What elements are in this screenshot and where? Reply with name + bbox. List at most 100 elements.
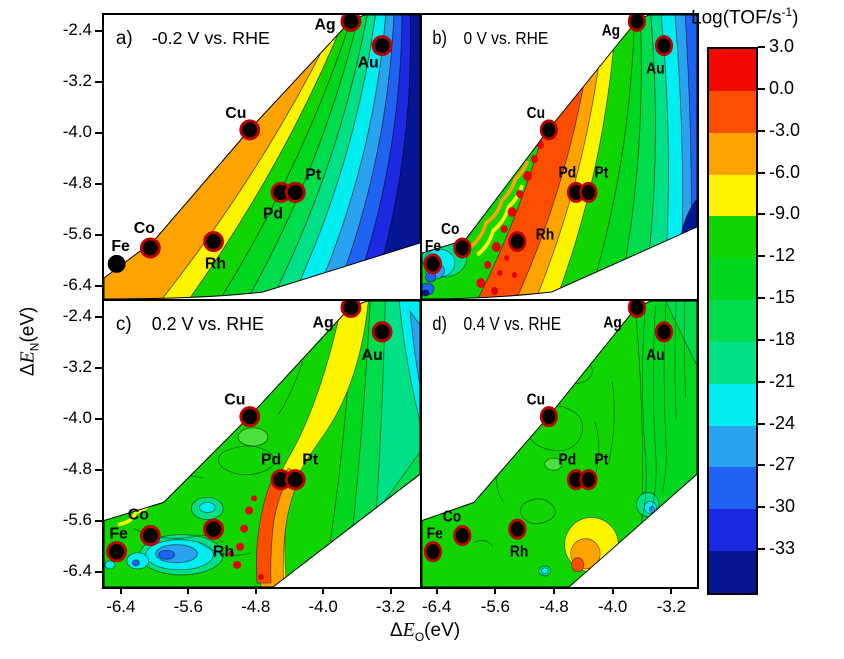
colorbar-tick-label: -6.0 (769, 161, 801, 182)
hotspot-dot (258, 573, 264, 580)
hotspot-dot (497, 270, 503, 276)
colorbar-tick-mark (758, 506, 765, 509)
metal-label-pd: Pd (559, 164, 577, 182)
y-tick-mark (95, 81, 102, 83)
colorbar-band (709, 509, 756, 552)
metal-point-pt (284, 469, 306, 491)
hotspot-dot (523, 171, 532, 181)
metal-label-ag: Ag (603, 314, 621, 332)
colorbar-tick-label: 0.0 (769, 77, 795, 98)
metal-point-fe (423, 541, 443, 563)
y-tick-label: -6.4 (62, 275, 92, 295)
colorbar-tick-mark (758, 297, 765, 300)
metal-label-pd: Pd (559, 451, 577, 469)
colorbar (707, 47, 758, 595)
metal-point-au (371, 35, 393, 57)
x-tick-label: -3.2 (656, 597, 687, 616)
metal-point-co (453, 525, 472, 547)
colorbar-tick-label: -15 (769, 287, 796, 308)
y-tick-label: -6.4 (62, 561, 92, 581)
metal-label-fe: Fe (425, 237, 441, 255)
y-axis-title: ΔEN(eV) (16, 306, 42, 377)
colorbar-tick-mark (758, 422, 765, 425)
metal-label-au: Au (646, 60, 664, 78)
colorbar-tick-label: -21 (769, 370, 796, 391)
metal-point-rh (508, 231, 527, 253)
colorbar-tick-mark (758, 46, 765, 48)
colorbar-band (709, 551, 756, 593)
x-tick-label: -4.8 (241, 597, 271, 616)
metal-label-cu: Cu (225, 105, 246, 122)
metal-label-au: Au (362, 347, 383, 364)
x-tick-mark (389, 587, 392, 594)
panel-b-title: 0 V vs. RHE (464, 28, 549, 48)
y-tick-mark (95, 520, 102, 523)
metal-point-ag (340, 15, 362, 32)
colorbar-tick-label: -30 (769, 496, 796, 517)
metal-point-au (654, 35, 674, 57)
colorbar-tick-mark (758, 213, 765, 216)
y-tick-label: -3.2 (62, 71, 92, 90)
metal-label-rh: Rh (536, 226, 554, 244)
x-tick-label: -4.8 (539, 597, 569, 616)
metal-label-co: Co (128, 506, 149, 523)
hotspot-dot (504, 255, 510, 261)
y-tick-mark (95, 285, 102, 288)
y-tick-label: -2.4 (62, 305, 92, 325)
x-tick-label: -4.0 (598, 597, 628, 616)
metal-label-au: Au (646, 346, 664, 364)
metal-label-pt: Pt (595, 164, 609, 182)
metal-label-co: Co (441, 220, 459, 238)
x-tick-label: -3.2 (375, 597, 406, 616)
hotspot-dot (233, 560, 242, 569)
panel-b-letter: b) (432, 27, 447, 48)
colorbar-title: Log(TOF/s-1) (691, 5, 799, 29)
colorbar-tick-label: -27 (769, 454, 796, 475)
x-tick-label: -6.4 (106, 597, 136, 616)
x-axis-title: ΔEO(eV) (389, 619, 461, 644)
colorbar-tick-mark (758, 129, 765, 132)
y-tick-label: -4.0 (62, 408, 92, 428)
panel-c-contour: Fe Co Rh Cu Pd Pt Ag Au c) 0.2 V vs. RHE (102, 299, 422, 589)
colorbar-tick-label: 3.0 (769, 36, 795, 56)
metal-point-co (139, 237, 161, 259)
colorbar-band (709, 425, 756, 468)
colorbar-band (709, 174, 756, 217)
metal-label-fe: Fe (111, 238, 130, 255)
colorbar-tick-mark (758, 255, 765, 258)
hotspot-dot (245, 506, 254, 515)
y-tick-mark (95, 234, 102, 237)
metal-label-rh: Rh (510, 542, 528, 560)
panel-a-title: -0.2 V vs. RHE (152, 28, 270, 48)
metal-point-pt (579, 469, 598, 491)
colorbar-tick-label: -33 (769, 538, 796, 559)
panel-a-contour: Fe Co Rh Cu Pd Pt Ag Au a) -0.2 V vs. RHE (102, 13, 422, 301)
x-tick-mark (670, 587, 673, 594)
metal-label-fe: Fe (427, 525, 443, 543)
metal-label-ag: Ag (312, 314, 333, 331)
hotspot-dot (537, 141, 544, 149)
colorbar-tick-label: -9.0 (769, 203, 801, 224)
hotspot-dot (511, 272, 518, 278)
metal-point-ag (340, 301, 362, 318)
panel-c-title: 0.2 V vs. RHE (152, 314, 264, 334)
metal-point-cu (239, 406, 261, 428)
x-tick-label: -5.6 (173, 597, 203, 616)
metal-point-fe (423, 253, 443, 275)
colorbar-band (709, 216, 756, 259)
metal-point-pt (284, 181, 306, 203)
y-tick-mark (95, 571, 102, 574)
metal-label-rh: Rh (205, 256, 226, 273)
hotspot-dot (492, 242, 501, 252)
metal-label-ag: Ag (602, 21, 620, 39)
hotspot-dot (500, 225, 508, 233)
metal-label-co: Co (134, 220, 155, 237)
panel-d-contour: Fe Co Rh Cu Pd Pt Ag Au d) 0.4 V vs. RHE (420, 299, 699, 589)
colorbar-tick-label: -3.0 (769, 119, 801, 140)
colorbar-tick-mark (758, 464, 765, 467)
colorbar-tick-label: -18 (769, 328, 796, 349)
metal-point-ag (627, 301, 646, 318)
